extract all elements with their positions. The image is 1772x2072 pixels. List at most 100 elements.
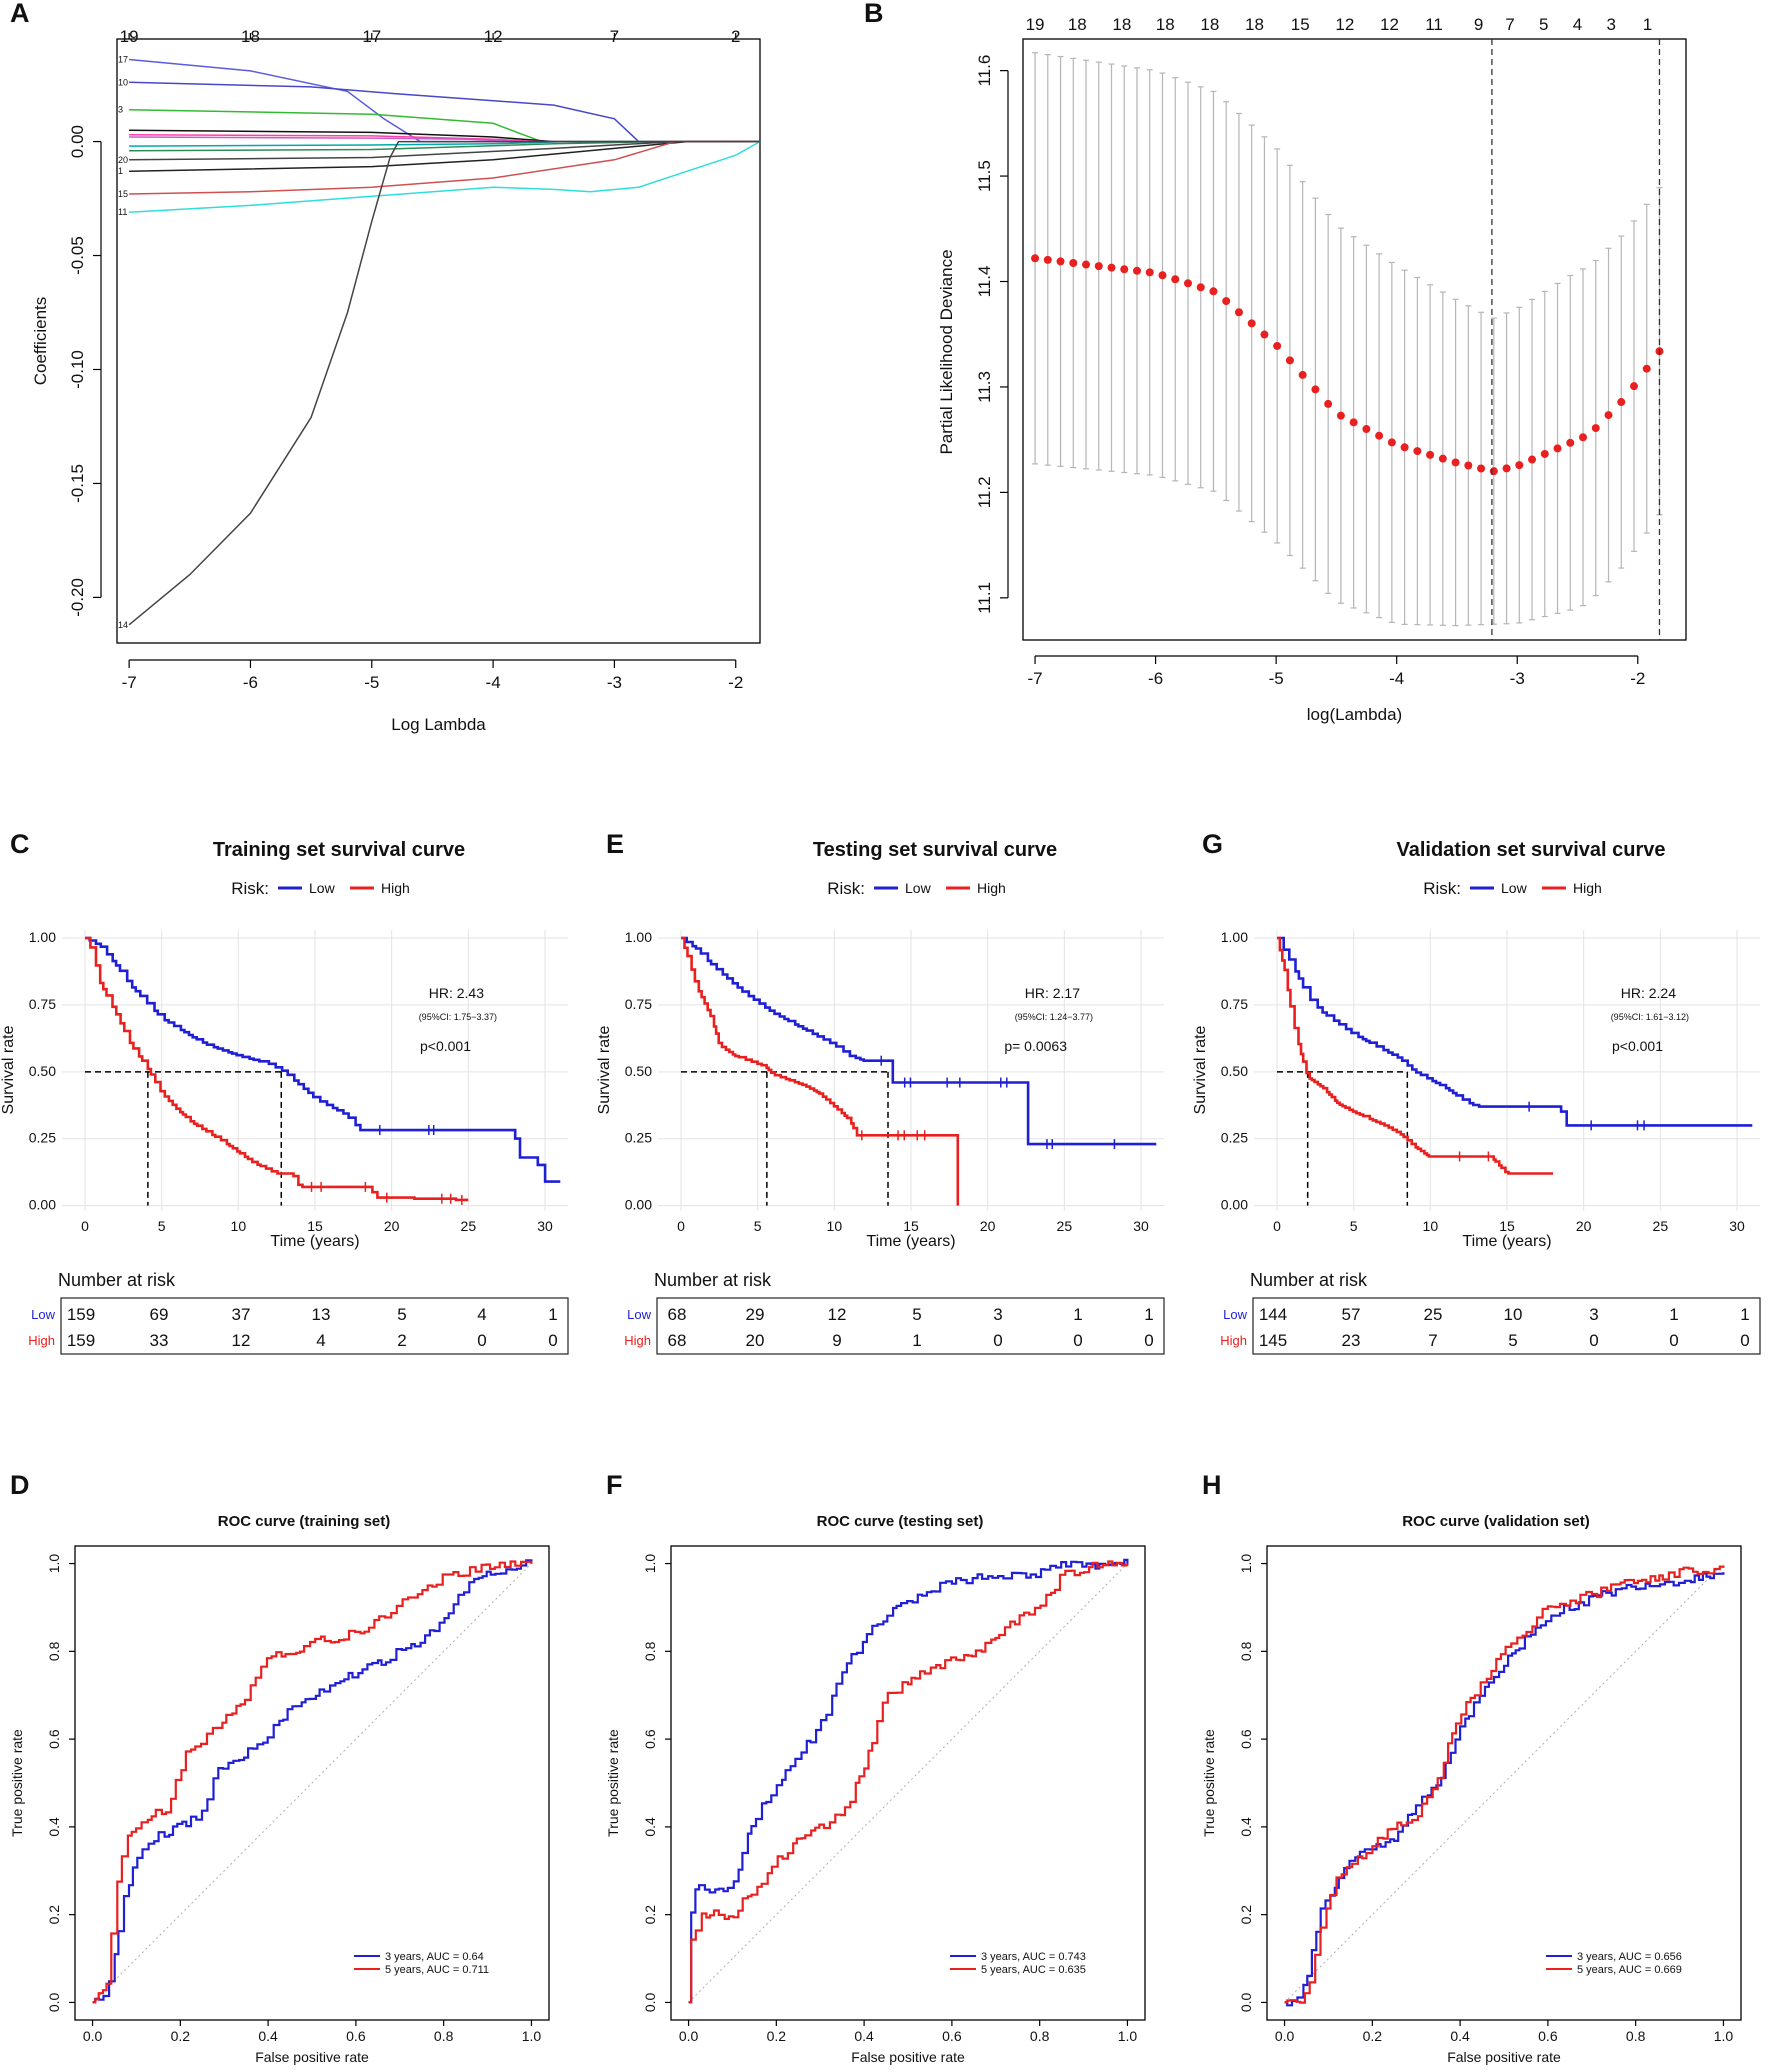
- deviance-point: [1566, 438, 1575, 447]
- panel-label: A: [10, 0, 30, 28]
- hazard-ratio: HR: 2.24: [1621, 985, 1676, 1001]
- risk-row-label-high: High: [624, 1333, 651, 1348]
- risk-count-high: 0: [993, 1331, 1002, 1350]
- x-tick-label: -5: [364, 673, 379, 692]
- top-tick-label: 9: [1474, 15, 1483, 34]
- roc-curve-5yr: [688, 1560, 1129, 2004]
- x-tick-label: 0.4: [258, 2028, 278, 2044]
- roc-curve-3yr: [92, 1559, 533, 2004]
- y-axis-title: True positive rate: [9, 1729, 25, 1837]
- deviance-point: [1145, 268, 1154, 277]
- x-tick-label: 10: [827, 1218, 843, 1234]
- y-tick-label: 1.00: [29, 929, 56, 945]
- risk-table-title: Number at risk: [654, 1270, 772, 1290]
- x-axis-title: Time (years): [1462, 1233, 1551, 1250]
- deviance-point: [1489, 467, 1498, 476]
- y-axis-title: Survival rate: [0, 1025, 17, 1114]
- x-axis-title: Time (years): [866, 1233, 955, 1250]
- x-tick-label: 15: [1499, 1218, 1515, 1234]
- risk-table-box: [1252, 1297, 1761, 1355]
- deviance-point: [1094, 262, 1103, 271]
- deviance-point: [1553, 444, 1562, 453]
- y-tick-label: 1.00: [1221, 929, 1248, 945]
- survival-curve-low: [1277, 936, 1753, 1127]
- x-tick-label: 5: [158, 1218, 166, 1234]
- legend-label: 5 years, AUC = 0.711: [385, 1964, 489, 1976]
- y-tick-label: 0.25: [625, 1130, 652, 1146]
- deviance-point: [1387, 438, 1396, 447]
- risk-count-low: 144: [1259, 1305, 1287, 1324]
- y-tick-label: 0.00: [68, 125, 87, 158]
- risk-count-low: 1: [1073, 1305, 1082, 1324]
- coefficient-label: 11: [118, 207, 127, 217]
- top-tick-label: 12: [1335, 15, 1354, 34]
- risk-count-low: 4: [477, 1305, 486, 1324]
- risk-count-low: 13: [312, 1305, 331, 1324]
- p-value: p<0.001: [1612, 1038, 1663, 1054]
- x-tick-label: 20: [384, 1218, 400, 1234]
- coefficient-path: [129, 140, 760, 195]
- x-tick-label: 5: [1350, 1218, 1358, 1234]
- risk-table-title: Number at risk: [58, 1270, 176, 1290]
- coefficient-path: [129, 58, 760, 143]
- x-axis-title: False positive rate: [255, 2049, 369, 2065]
- top-tick-label: 4: [1573, 15, 1582, 34]
- y-tick-label: 1.0: [46, 1554, 62, 1574]
- panel-label: C: [10, 829, 30, 859]
- risk-count-high: 9: [832, 1331, 841, 1350]
- risk-count-low: 1: [1144, 1305, 1153, 1324]
- roc-curve-5yr: [1284, 1565, 1725, 2004]
- panel-label: D: [10, 1470, 30, 1500]
- deviance-point: [1082, 260, 1091, 269]
- risk-count-high: 0: [1669, 1331, 1678, 1350]
- x-axis-title: log(Lambda): [1307, 705, 1402, 724]
- deviance-point: [1171, 275, 1180, 284]
- risk-row-label-high: High: [1220, 1333, 1247, 1348]
- risk-count-high: 12: [232, 1331, 251, 1350]
- risk-row-label-low: Low: [627, 1307, 651, 1322]
- top-tick-label: 18: [1156, 15, 1175, 34]
- chart-title: Training set survival curve: [213, 839, 465, 861]
- panel-b: B -7 -6 -5 -4 -3 -2 11.1 11.2 11.3 11.4 11.5 11.6 log…: [864, 0, 1687, 724]
- deviance-point: [1133, 266, 1142, 275]
- risk-count-high: 5: [1508, 1331, 1517, 1350]
- x-tick-label: 0.8: [1030, 2028, 1050, 2044]
- y-tick-label: 0.0: [642, 1993, 658, 2013]
- deviance-point: [1515, 461, 1524, 470]
- deviance-point: [1540, 449, 1549, 458]
- x-tick-label: 5: [754, 1218, 762, 1234]
- hazard-ratio: HR: 2.43: [429, 985, 484, 1001]
- y-tick-label: 11.1: [975, 582, 994, 614]
- risk-row-label-high: High: [28, 1333, 55, 1348]
- panel-e: E Testing set survival curve Risk: Low High 0…: [596, 829, 1165, 1355]
- y-tick-label: -0.05: [68, 236, 87, 275]
- y-tick-label: 0.4: [642, 1817, 658, 1837]
- chart-title: Testing set survival curve: [813, 839, 1057, 861]
- risk-count-low: 37: [232, 1305, 251, 1324]
- y-tick-label: 11.4: [975, 266, 994, 298]
- legend-label: 5 years, AUC = 0.635: [981, 1964, 1086, 1976]
- y-tick-label: 0.75: [625, 996, 652, 1012]
- y-axis-title: Survival rate: [596, 1025, 613, 1114]
- coefficient-label: 3: [118, 105, 123, 115]
- x-tick-label: 30: [1729, 1218, 1745, 1234]
- top-tick-label: 11: [1425, 15, 1443, 34]
- legend-label-high: High: [977, 880, 1006, 896]
- x-tick-label: 1.0: [1118, 2028, 1138, 2044]
- legend-label-low: Low: [905, 880, 932, 896]
- deviance-point: [1336, 411, 1345, 420]
- plot-frame: [670, 1545, 1146, 2021]
- risk-count-high: 145: [1259, 1331, 1287, 1350]
- panel-d: D ROC curve (training set) 0.0 0.2 0.4 0.6 0.8…: [9, 1470, 550, 2065]
- deviance-point: [1234, 308, 1243, 317]
- chart-title: ROC curve (validation set): [1402, 1513, 1590, 1530]
- deviance-point: [1579, 433, 1588, 442]
- legend-title: Risk:: [827, 879, 865, 898]
- top-tick-label: 18: [1245, 15, 1264, 34]
- panel-label: E: [606, 829, 624, 859]
- panel-c: C Training set survival curve Risk: Low High…: [0, 829, 569, 1355]
- deviance-point: [1528, 455, 1537, 464]
- survival-curve-high: [681, 936, 960, 1206]
- deviance-point: [1031, 254, 1040, 263]
